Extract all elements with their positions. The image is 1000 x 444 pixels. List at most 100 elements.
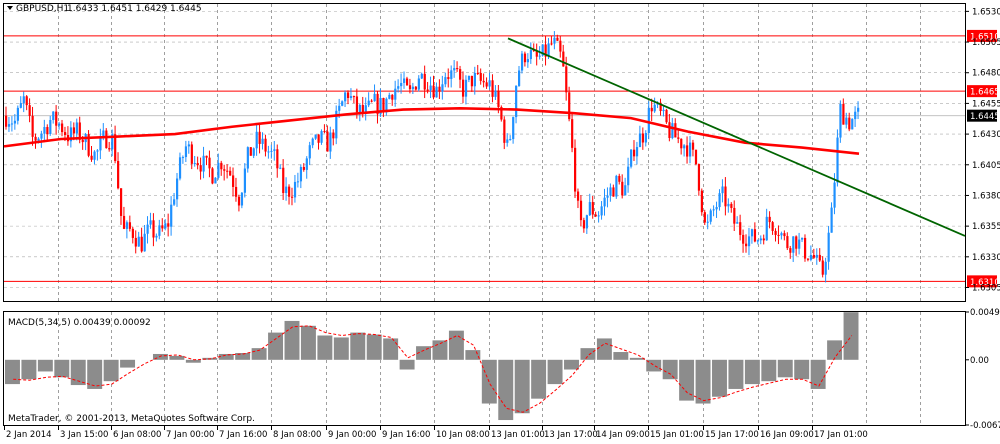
horizontal-lines[interactable]: 1.6510 1.6465 1.6310 1.6445: [4, 29, 1000, 288]
candle-body: [453, 68, 456, 71]
candle-body: [500, 106, 503, 120]
candle-body: [739, 222, 742, 235]
candle-body: [559, 40, 562, 52]
candle-body: [662, 109, 665, 112]
candle-body: [756, 240, 760, 242]
candle-body: [665, 109, 668, 123]
candle-body: [830, 207, 833, 233]
candle-body: [736, 222, 739, 224]
candle-body: [544, 44, 547, 57]
candle-body: [420, 73, 423, 79]
candle-body: [612, 187, 615, 197]
candle-body: [117, 160, 120, 189]
candle-body: [305, 158, 308, 170]
candle-body: [385, 98, 388, 113]
candle-body: [63, 132, 67, 136]
level-badge: [967, 29, 997, 42]
macd-bar: [580, 348, 596, 360]
candle-body: [574, 147, 577, 192]
candle-body: [459, 69, 462, 80]
candle-body: [515, 85, 518, 118]
candle-body: [335, 110, 338, 139]
y-tick-label: 1.6305: [972, 284, 1000, 294]
candle-body: [379, 97, 382, 115]
candle-body: [391, 94, 394, 100]
current-price-label: 1.6445: [970, 112, 1000, 122]
candle-body: [49, 120, 52, 134]
candle-body: [488, 80, 491, 87]
candle-body: [518, 70, 521, 86]
candle-body: [208, 157, 211, 169]
candle-body: [40, 133, 43, 139]
x-tick-label: 8 Jan 08:00: [273, 430, 321, 440]
candle-body: [851, 119, 854, 130]
candle-body: [184, 146, 188, 158]
macd-bar: [794, 359, 810, 380]
candle-body: [78, 122, 81, 140]
candle-body: [609, 187, 612, 196]
candle-body: [470, 75, 474, 87]
macd-bar: [37, 359, 53, 372]
macd-title: MACD(5,34,5) 0.00439 0.00092: [8, 318, 151, 328]
macd-bar: [498, 359, 514, 421]
candle-body: [367, 100, 370, 106]
candle-body: [149, 220, 152, 225]
moving-average: [3, 107, 860, 156]
macd-bar: [185, 359, 201, 363]
macd-bar: [251, 348, 267, 360]
price-pane-frame: [3, 3, 966, 302]
candle-body: [750, 229, 754, 237]
candle-body: [99, 137, 102, 151]
candle-body: [164, 223, 167, 229]
candle-body: [7, 124, 11, 127]
candle-body: [119, 188, 123, 216]
candle-body: [727, 203, 730, 207]
candle-body: [376, 93, 379, 115]
y-tick-label: 1.6355: [972, 222, 1000, 232]
candle-body: [568, 92, 571, 120]
candle-body: [479, 72, 482, 81]
candle-body: [715, 207, 718, 210]
macd-bar: [679, 359, 695, 401]
candle-body: [706, 221, 709, 223]
candle-body: [674, 123, 677, 138]
macd-bar: [366, 334, 382, 360]
candle-body: [668, 122, 671, 139]
symbol-label: GBPUSD,H1: [16, 4, 69, 14]
candle-body: [96, 150, 99, 152]
candle-body: [503, 119, 506, 143]
macd-bar: [120, 359, 136, 368]
y-tick-label: 1.6330: [972, 253, 1000, 263]
candle-body: [821, 260, 824, 275]
x-tick-label: 16 Jan 09:00: [760, 430, 814, 440]
candle-body: [326, 131, 329, 152]
candle-body: [447, 77, 450, 79]
trendline[interactable]: [507, 37, 966, 237]
candle-body: [299, 166, 303, 182]
macd-bar: [596, 338, 612, 360]
candle-body: [229, 170, 232, 176]
candle-body: [205, 155, 208, 158]
candle-body: [441, 84, 444, 92]
candle-body: [857, 107, 860, 112]
candle-body: [783, 233, 786, 237]
candle-body: [854, 111, 857, 120]
candle-body: [473, 72, 476, 87]
candle-body: [5, 115, 8, 127]
candle-body: [61, 123, 64, 133]
x-tick-label: 2 Jan 2014: [6, 430, 52, 440]
candle-body: [226, 170, 229, 172]
candle-body: [429, 85, 432, 91]
level-badge-label: 1.6465: [970, 88, 1000, 98]
candle-body: [630, 149, 633, 167]
candle-body: [81, 139, 84, 143]
candle-body: [394, 88, 397, 100]
candle-body: [532, 50, 535, 52]
candle-body: [523, 53, 527, 63]
dropdown-triangle-icon[interactable]: [7, 6, 13, 10]
candle-body: [223, 169, 226, 171]
candle-body: [90, 155, 93, 160]
macd-bar: [613, 352, 629, 360]
